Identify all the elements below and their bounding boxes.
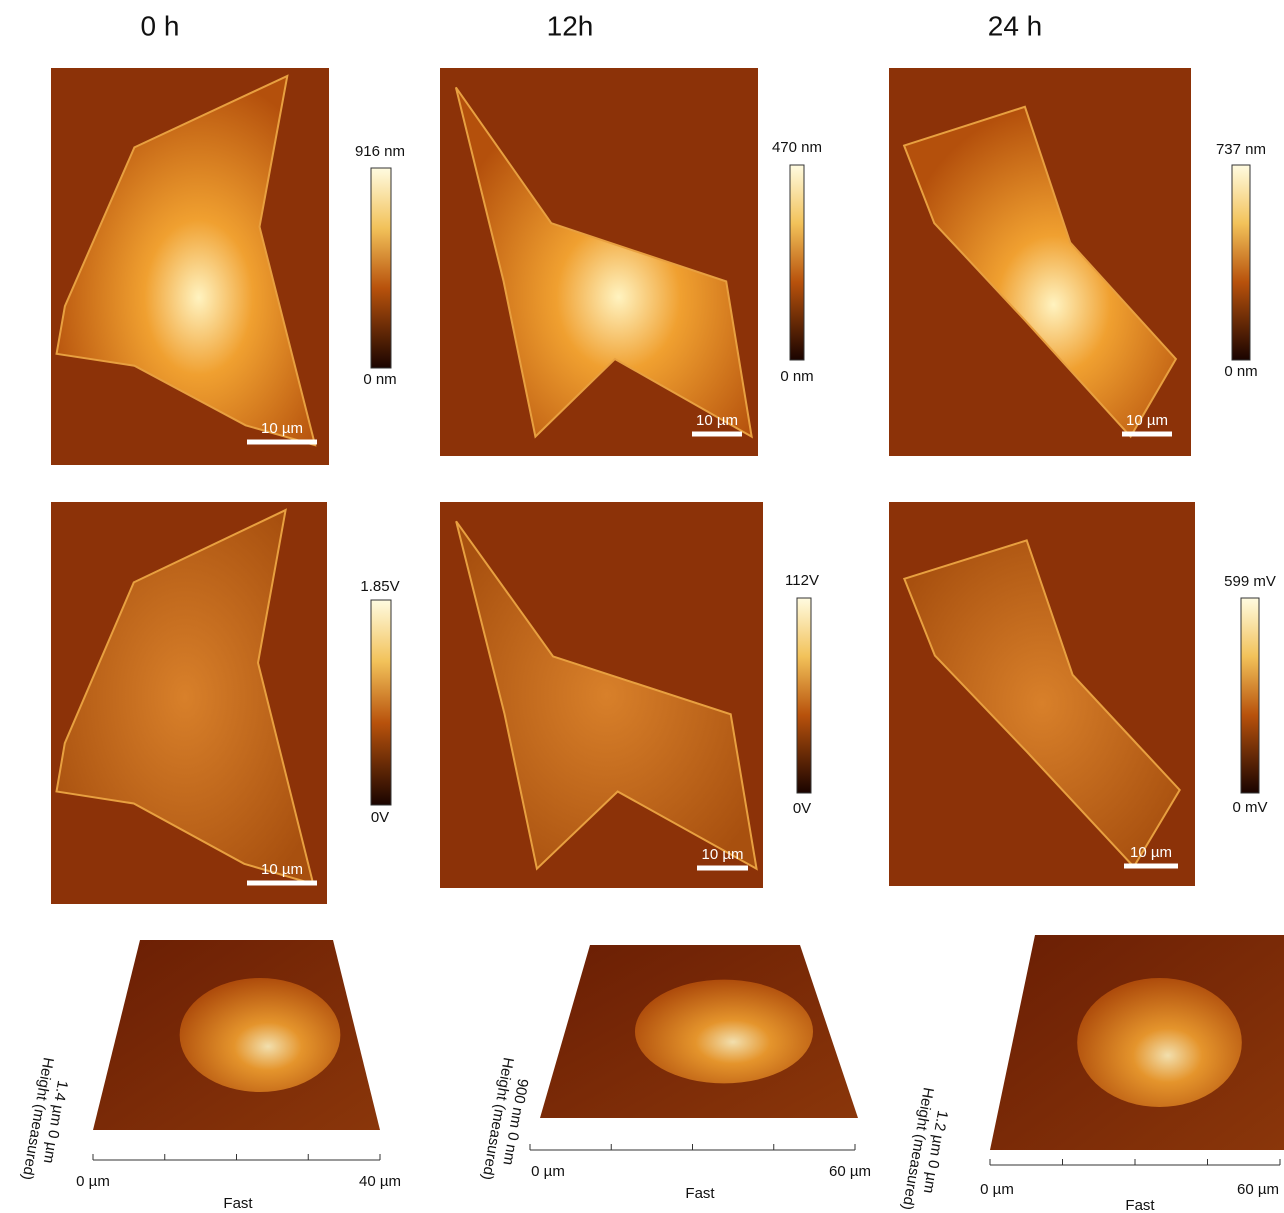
color-bar-min: 0V (793, 800, 811, 817)
color-bar (371, 600, 391, 805)
x-axis-label: Fast (223, 1195, 253, 1212)
scale-bar-label: 10 µm (261, 420, 303, 437)
x-axis-label: Fast (685, 1185, 715, 1202)
color-bar-max: 737 nm (1216, 141, 1266, 158)
color-bar (1241, 598, 1259, 793)
x-start: 0 µm (980, 1181, 1014, 1198)
color-bar-min: 0 nm (1224, 363, 1257, 380)
color-bar-max: 112V (785, 572, 819, 589)
x-start: 0 µm (531, 1163, 565, 1180)
color-bar-max: 599 mV (1224, 573, 1276, 590)
figure: 0 h 916 nm 0 nm 10 µm 1.85V 0V 10 µm 0 µm 40 µm F… (0, 0, 1284, 1213)
column-title: 12h (547, 10, 594, 41)
color-bar (790, 165, 804, 360)
color-bar-max: 470 nm (772, 139, 822, 156)
color-bar-min: 0 nm (363, 371, 396, 388)
color-bar-min: 0 mV (1232, 799, 1267, 816)
scale-bar-label: 10 µm (261, 861, 303, 878)
color-bar-max: 916 nm (355, 143, 405, 160)
x-start: 0 µm (76, 1173, 110, 1190)
scale-bar-label: 10 µm (696, 412, 738, 429)
color-bar-min: 0 nm (780, 368, 813, 385)
color-bar (371, 168, 391, 368)
color-bar (797, 598, 811, 793)
cell-3d (1077, 978, 1242, 1107)
column-title: 0 h (141, 10, 180, 41)
column-title: 24 h (988, 10, 1043, 41)
x-end: 60 µm (1237, 1181, 1279, 1198)
color-bar-min: 0V (371, 809, 389, 826)
scale-bar-label: 10 µm (1126, 412, 1168, 429)
scale-bar-label: 10 µm (702, 846, 744, 863)
x-end: 40 µm (359, 1173, 401, 1190)
scale-bar-label: 10 µm (1130, 844, 1172, 861)
color-bar (1232, 165, 1250, 360)
cell-3d (635, 980, 813, 1084)
x-axis-label: Fast (1125, 1197, 1155, 1213)
color-bar-max: 1.85V (360, 578, 399, 595)
cell-3d (180, 978, 341, 1092)
x-end: 60 µm (829, 1163, 871, 1180)
